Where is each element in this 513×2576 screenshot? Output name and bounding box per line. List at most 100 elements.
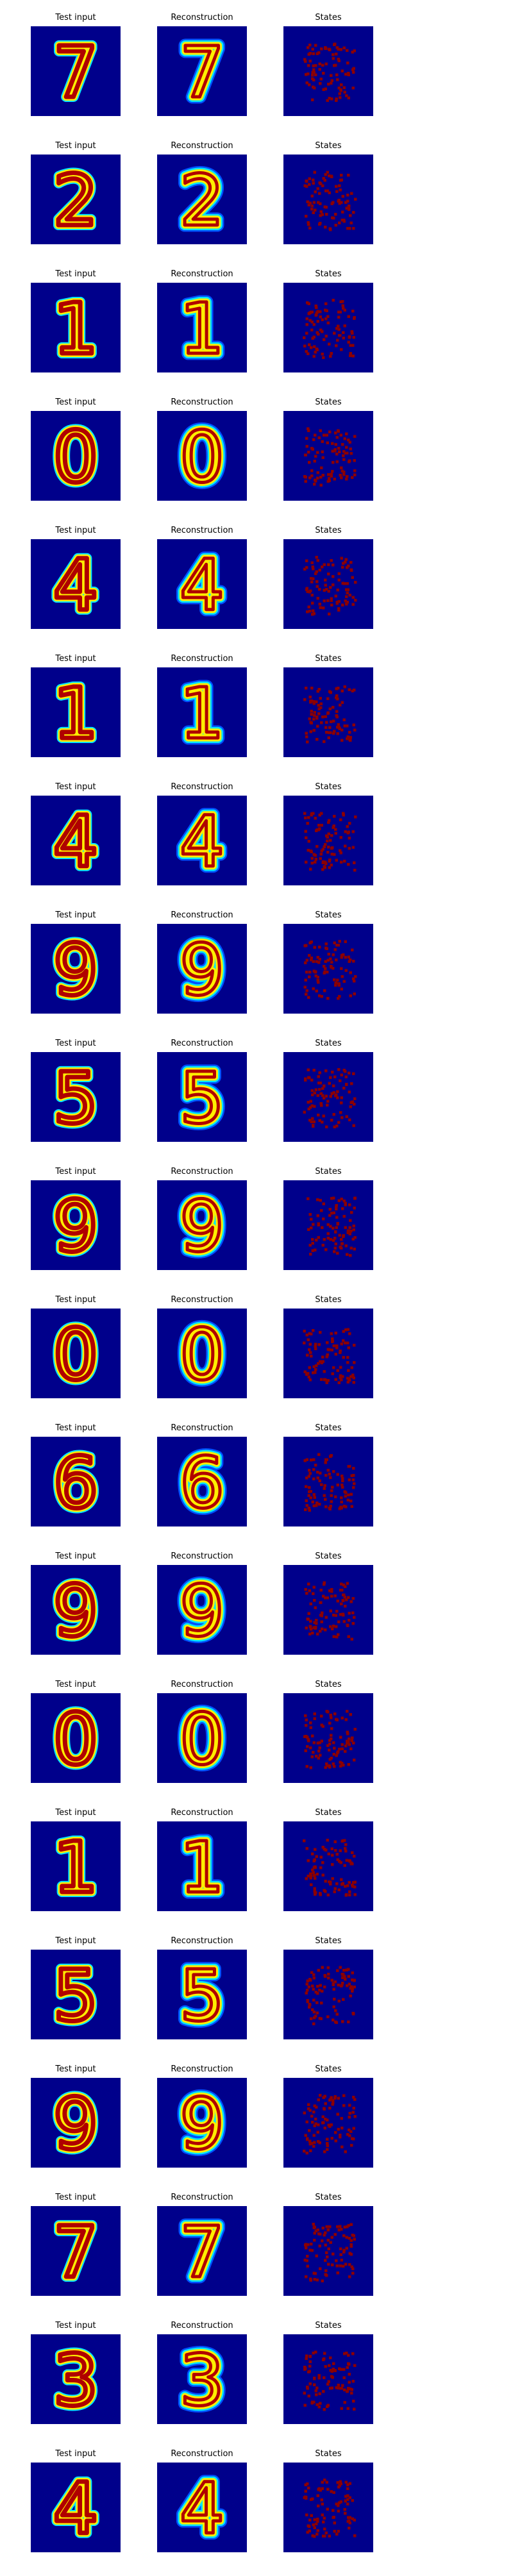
reconstruction-title: Reconstruction (171, 13, 233, 22)
states-panel-cell: States (283, 2448, 373, 2557)
figure-row: Test input 9 9 9 Reconstruction 9 9 9 9 States (0, 1166, 513, 1294)
states-image (283, 283, 373, 372)
reconstruction-title: Reconstruction (171, 2064, 233, 2074)
states-image (283, 796, 373, 885)
figure-row: Test input 1 1 1 Reconstruction 1 1 1 1 States (0, 1807, 513, 1935)
digit-stroke: 9 (180, 1570, 224, 1652)
states-image (283, 2334, 373, 2424)
digit-stroke: 5 (180, 1955, 224, 2037)
test-input-heatmap: 999 (31, 2078, 121, 2168)
test-input-panel-cell: Test input 9 9 9 (31, 1166, 121, 1275)
digit-stroke: 7 (53, 2211, 98, 2293)
states-panel-cell: States (283, 12, 373, 121)
test-input-panel-cell: Test input 1 1 1 (31, 268, 121, 377)
test-input-heatmap: 999 (31, 924, 121, 1014)
digit-stroke: 3 (53, 2339, 98, 2421)
reconstruction-title: Reconstruction (171, 2449, 233, 2459)
states-title: States (315, 1808, 342, 1818)
states-panel-cell: States (283, 781, 373, 890)
states-panel-cell: States (283, 1935, 373, 2044)
test-input-heatmap: 111 (31, 667, 121, 757)
digit-stroke: 6 (180, 1442, 224, 1524)
reconstruction-title: Reconstruction (171, 1039, 233, 1048)
reconstruction-panel-cell: Reconstruction 9 9 9 9 (157, 909, 247, 1018)
states-panel-cell: States (283, 268, 373, 377)
test-input-panel-cell: Test input 4 4 4 (31, 524, 121, 633)
digit-stroke: 4 (180, 2468, 224, 2550)
states-panel-cell: States (283, 1422, 373, 1531)
test-input-panel-cell: Test input 0 0 0 (31, 396, 121, 505)
states-title: States (315, 2064, 342, 2074)
digit-stroke: 9 (53, 1185, 98, 1267)
digit-stroke: 4 (180, 544, 224, 626)
reconstruction-panel-cell: Reconstruction 5 5 5 5 (157, 1037, 247, 1146)
test-input-heatmap: 000 (31, 1309, 121, 1398)
figure-row: Test input 5 5 5 Reconstruction 5 5 5 5 States (0, 1037, 513, 1166)
figure-row: Test input 6 6 6 Reconstruction 6 6 6 6 States (0, 1422, 513, 1550)
digit-stroke: 6 (53, 1442, 98, 1524)
states-title: States (315, 1423, 342, 1433)
test-input-title: Test input (55, 2064, 96, 2074)
test-input-panel-cell: Test input 7 7 7 (31, 12, 121, 121)
digit-stroke: 5 (180, 1057, 224, 1139)
test-input-title: Test input (55, 1039, 96, 1048)
digit-stroke: 0 (180, 1698, 224, 1780)
digit-stroke: 7 (180, 2211, 224, 2293)
digit-stroke: 2 (180, 160, 224, 242)
test-input-title: Test input (55, 1295, 96, 1305)
test-input-heatmap: 000 (31, 1693, 121, 1783)
test-input-panel-cell: Test input 0 0 0 (31, 1678, 121, 1787)
test-input-heatmap: 111 (31, 1821, 121, 1911)
states-image (283, 1693, 373, 1783)
test-input-title: Test input (55, 526, 96, 535)
states-heatmap (283, 1309, 373, 1398)
test-input-panel-cell: Test input 5 5 5 (31, 1037, 121, 1146)
digit-stroke: 9 (53, 1570, 98, 1652)
reconstruction-panel-cell: Reconstruction 4 4 4 4 (157, 2448, 247, 2557)
digit-stroke: 1 (53, 288, 98, 370)
digit-stroke: 0 (53, 416, 98, 498)
figure-row: Test input 4 4 4 Reconstruction 4 4 4 4 States (0, 524, 513, 653)
states-heatmap (283, 2206, 373, 2296)
reconstruction-title: Reconstruction (171, 654, 233, 664)
digit-stroke: 9 (180, 1570, 224, 1652)
test-input-panel-cell: Test input 4 4 4 (31, 781, 121, 890)
test-input-heatmap: 555 (31, 1950, 121, 2039)
digit-stroke: 2 (180, 160, 224, 242)
states-heatmap (283, 796, 373, 885)
digit-stroke: 9 (180, 1570, 224, 1652)
reconstruction-title: Reconstruction (171, 1936, 233, 1946)
reconstruction-panel-cell: Reconstruction 0 0 0 0 (157, 1678, 247, 1787)
states-image (283, 1950, 373, 2039)
digit-stroke: 1 (53, 1827, 98, 1909)
states-image (283, 1821, 373, 1911)
digit-stroke: 0 (180, 416, 224, 498)
states-image (283, 667, 373, 757)
reconstruction-title: Reconstruction (171, 782, 233, 792)
digit-stroke: 1 (53, 288, 98, 370)
digit-stroke: 1 (53, 288, 98, 370)
digit-stroke: 0 (180, 1698, 224, 1780)
digit-stroke: 3 (180, 2339, 224, 2421)
digit-stroke: 0 (53, 1314, 98, 1396)
states-heatmap (283, 2078, 373, 2168)
digit-stroke: 2 (53, 160, 98, 242)
